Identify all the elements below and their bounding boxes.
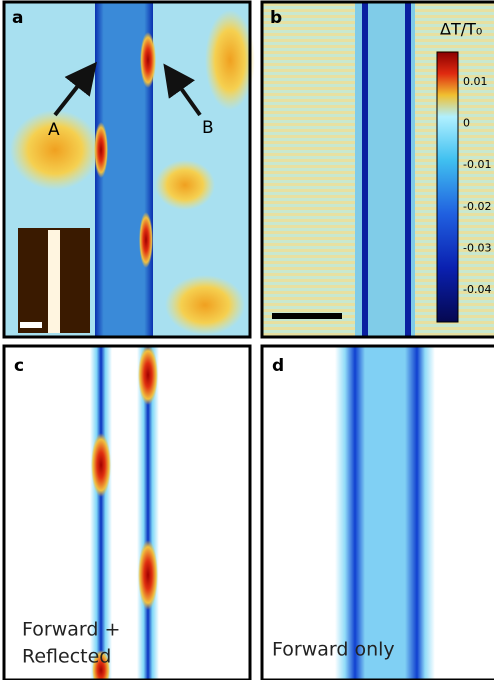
arrow-label: B: [202, 118, 214, 138]
colorbar-title: ΔT/T₀: [440, 20, 482, 39]
arrow-label: A: [48, 120, 60, 140]
colorbar-tick-label: -0.01: [463, 158, 491, 171]
colorbar-tick-label: 0: [463, 117, 470, 130]
caption: Reflected: [22, 646, 111, 668]
panel-label: d: [272, 356, 284, 376]
panel-label: b: [270, 8, 282, 28]
panel-label: a: [12, 8, 23, 28]
colorbar-tick-label: -0.02: [463, 200, 491, 213]
colorbar-tick-label: -0.04: [463, 283, 491, 296]
panel-b: ΔT/T₀ 0.01 0 -0.01 -0.02 -0.03 -0.04 b: [260, 0, 494, 339]
caption: Forward only: [272, 639, 395, 661]
panel-a: A B a: [2, 0, 255, 339]
colorbar-tick-label: 0.01: [463, 75, 488, 88]
panel-label: c: [14, 356, 24, 376]
caption: Forward +: [22, 619, 120, 641]
panel-d: d Forward only: [260, 344, 494, 680]
panel-c: c Forward + Reflected: [2, 344, 252, 680]
colorbar-tick-label: -0.03: [463, 241, 491, 254]
